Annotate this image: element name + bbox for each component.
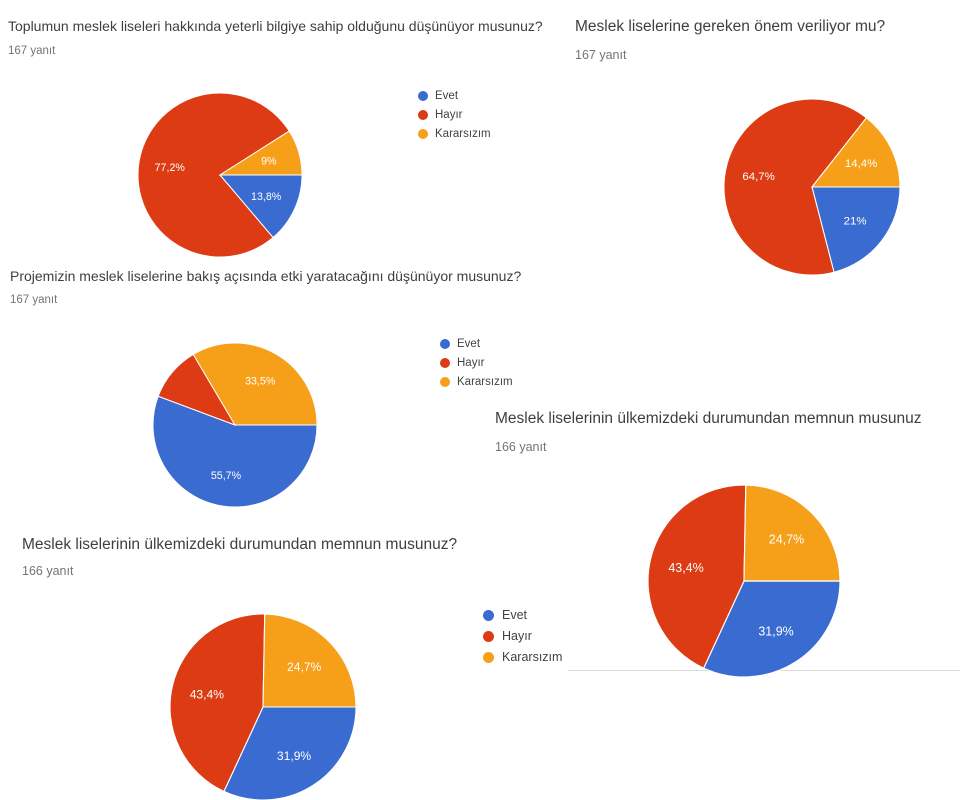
legend-label-kararsizim: Kararsızım [457, 376, 513, 388]
pie-slice-label-kararsizim: 24,7% [769, 533, 804, 547]
pie-slice-kararsizim [743, 485, 840, 582]
legend-item-evet: Evet [440, 338, 513, 350]
pie-slice-hayir [724, 99, 868, 275]
pie-slice-kararsizim [192, 343, 317, 426]
pie-slice-kararsizim [262, 614, 356, 708]
chart-question-2: Meslek liselerine gereken önem veriliyor… [575, 18, 886, 35]
legend-label-evet: Evet [502, 608, 528, 622]
pie-slice-label-hayir: 43,4% [668, 561, 703, 575]
pie-chart-3: 55,7% 33,5% [153, 343, 317, 507]
pie-slice-hayir [648, 485, 747, 669]
legend-dot-hayir [440, 358, 450, 368]
legend-dot-hayir [418, 110, 428, 120]
pie-slice-evet [218, 174, 302, 239]
legend-label-evet: Evet [457, 338, 481, 350]
pie-slice-label-kararsizim: 24,7% [287, 660, 322, 674]
pie-slice-evet [702, 580, 840, 677]
legend-dot-kararsizim [483, 651, 494, 663]
legend-item-hayir: Hayır [418, 109, 491, 121]
legend-label-hayir: Hayır [502, 629, 532, 643]
pie-slice-hayir [138, 93, 290, 257]
chart-response-count-4: 166 yanıt [495, 440, 547, 454]
chart-question-1: Toplumun meslek liseleri hakkında yeterl… [8, 18, 543, 34]
chart-response-count-2: 167 yanıt [575, 48, 627, 62]
pie-slice-label-hayir: 77,2% [155, 162, 186, 174]
pie-slice-evet [811, 186, 900, 273]
legend-label-kararsizim: Kararsızım [435, 128, 491, 140]
legend-1: Evet Hayır Kararsızım [418, 90, 491, 140]
pie-chart-1: 13,8% 77,2% 9% [138, 93, 302, 257]
legend-item-kararsizim: Kararsızım [418, 128, 491, 140]
pie-slice-label-evet: 13,8% [251, 191, 282, 203]
legend-item-kararsizim: Kararsızım [440, 376, 513, 388]
legend-item-hayir: Hayır [483, 629, 562, 643]
legend-dot-evet [483, 609, 494, 621]
legend-item-kararsizim: Kararsızım [483, 650, 562, 664]
pie-chart-5: 31,9% 43,4% 24,7% [170, 614, 356, 800]
pie-slice-kararsizim [810, 117, 900, 188]
legend-label-evet: Evet [435, 90, 459, 102]
legend-dot-evet [418, 91, 428, 101]
legend-item-evet: Evet [418, 90, 491, 102]
legend-dot-hayir [483, 630, 494, 642]
chart-question-4: Meslek liselerinin ülkemizdeki durumunda… [495, 410, 922, 427]
pie-slice-label-evet: 31,9% [758, 625, 793, 639]
pie-slice-evet [153, 395, 317, 507]
legend-label-hayir: Hayır [457, 357, 485, 369]
legend-label-kararsizim: Kararsızım [502, 650, 563, 664]
pie-chart-2: 21% 64,7% 14,4% [724, 99, 900, 275]
chart-question-3: Projemizin meslek liselerine bakış açısı… [10, 268, 522, 284]
chart-response-count-1: 167 yanıt [8, 45, 56, 57]
legend-dot-evet [440, 339, 450, 349]
legend-item-hayir: Hayır [440, 357, 513, 369]
chart-response-count-5: 166 yanıt [22, 564, 74, 578]
legend-label-hayir: Hayır [435, 109, 463, 121]
legend-dot-kararsizim [418, 129, 428, 139]
pie-slice-label-hayir: 64,7% [742, 171, 774, 183]
legend-dot-kararsizim [440, 377, 450, 387]
pie-slice-label-kararsizim: 9% [261, 156, 277, 168]
pie-slice-label-kararsizim: 14,4% [845, 158, 877, 170]
pie-slice-label-evet: 21% [844, 215, 867, 227]
pie-slice-label-kararsizim: 33,5% [245, 376, 276, 388]
chart-response-count-3: 167 yanıt [10, 294, 58, 306]
pie-slice-label-evet: 55,7% [211, 470, 242, 482]
pie-slice-label-hayir: 43,4% [190, 687, 225, 701]
legend-3: Evet Hayır Kararsızım [440, 338, 513, 388]
pie-slice-label-evet: 31,9% [277, 749, 312, 763]
chart-question-5: Meslek liselerinin ülkemizdeki durumunda… [22, 536, 458, 553]
legend-5: Evet Hayır Kararsızım [483, 608, 562, 664]
legend-item-evet: Evet [483, 608, 562, 622]
pie-chart-4: 31,9% 43,4% 24,7% [648, 485, 840, 677]
